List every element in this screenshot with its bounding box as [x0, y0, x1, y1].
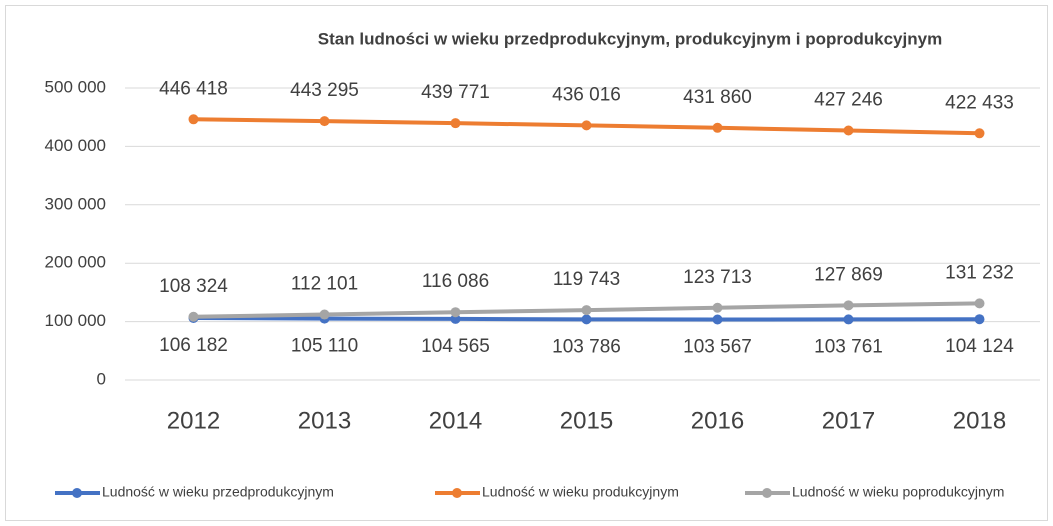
data-label: 106 182 [159, 335, 228, 356]
data-label: 119 743 [553, 269, 620, 290]
point [974, 298, 985, 309]
data-label: 112 101 [291, 274, 358, 295]
point [974, 128, 985, 139]
y-tick-label: 200 000 [45, 253, 106, 272]
data-label: 439 771 [421, 82, 490, 103]
data-label: 446 418 [159, 78, 228, 99]
point [712, 314, 723, 325]
point [843, 300, 854, 311]
y-tick-label: 500 000 [45, 77, 106, 96]
legend-marker [762, 488, 772, 498]
legend-label: Ludność w wieku przedprodukcyjnym [102, 484, 334, 500]
x-tick-label: 2017 [822, 407, 875, 434]
data-label: 123 713 [683, 267, 752, 288]
data-label: 431 860 [683, 87, 752, 108]
legend-marker [72, 488, 82, 498]
point [450, 118, 461, 129]
data-label: 427 246 [814, 90, 883, 111]
legend-label: Ludność w wieku produkcyjnym [482, 484, 679, 500]
data-label: 104 565 [421, 336, 490, 357]
point [581, 314, 592, 325]
x-tick-label: 2013 [298, 407, 351, 434]
y-tick-label: 0 [97, 369, 106, 388]
y-tick-label: 100 000 [45, 311, 106, 330]
data-label: 436 016 [552, 84, 621, 105]
data-label: 104 124 [945, 336, 1014, 357]
chart-title: Stan ludności w wieku przedprodukcyjnym,… [318, 29, 942, 48]
data-label: 116 086 [422, 271, 489, 292]
point [188, 311, 199, 322]
point [712, 302, 723, 313]
x-tick-label: 2015 [560, 407, 613, 434]
data-label: 108 324 [159, 276, 228, 297]
point [712, 122, 723, 133]
data-label: 103 567 [683, 337, 752, 358]
data-label: 103 761 [814, 336, 883, 357]
y-tick-label: 300 000 [45, 194, 106, 213]
point [843, 314, 854, 325]
point [581, 120, 592, 131]
x-tick-label: 2016 [691, 407, 744, 434]
point [319, 309, 330, 320]
data-label: 105 110 [291, 336, 358, 357]
data-label: 422 433 [945, 92, 1014, 113]
data-label: 103 786 [552, 336, 621, 357]
x-tick-label: 2018 [953, 407, 1006, 434]
legend-label: Ludność w wieku poprodukcyjnym [792, 484, 1004, 500]
point [974, 314, 985, 325]
data-label: 443 295 [290, 80, 359, 101]
point [843, 125, 854, 136]
point [581, 305, 592, 316]
point [319, 116, 330, 127]
x-tick-label: 2014 [429, 407, 482, 434]
point [188, 114, 199, 125]
point [450, 307, 461, 318]
x-tick-label: 2012 [167, 407, 220, 434]
data-label: 127 869 [814, 264, 883, 285]
y-tick-label: 400 000 [45, 136, 106, 155]
data-label: 131 232 [945, 262, 1014, 283]
legend-marker [452, 488, 462, 498]
